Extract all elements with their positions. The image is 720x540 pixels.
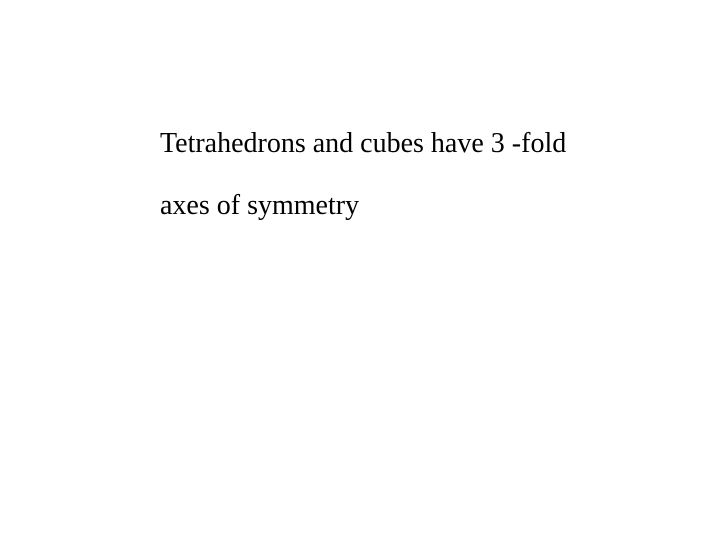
- body-text-line-1: Tetrahedrons and cubes have 3 -fold: [160, 128, 566, 160]
- body-text-line-2: axes of symmetry: [160, 190, 359, 222]
- slide: Tetrahedrons and cubes have 3 -fold axes…: [0, 0, 720, 540]
